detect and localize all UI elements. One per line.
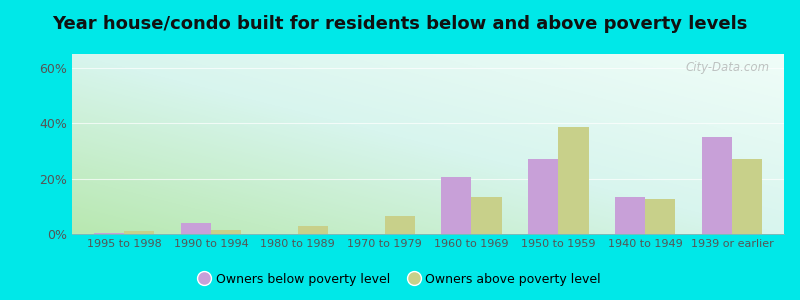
- Bar: [181, 223, 211, 234]
- Text: City-Data.com: City-Data.com: [686, 61, 770, 74]
- Bar: [645, 200, 675, 234]
- Bar: [124, 231, 154, 234]
- Bar: [732, 159, 762, 234]
- Bar: [298, 226, 328, 234]
- Bar: [614, 196, 645, 234]
- Bar: [558, 128, 589, 234]
- Text: Year house/condo built for residents below and above poverty levels: Year house/condo built for residents bel…: [52, 15, 748, 33]
- Bar: [94, 232, 124, 234]
- Bar: [702, 137, 732, 234]
- Legend: Owners below poverty level, Owners above poverty level: Owners below poverty level, Owners above…: [194, 268, 606, 291]
- Bar: [441, 177, 471, 234]
- Bar: [385, 216, 415, 234]
- Bar: [528, 159, 558, 234]
- Bar: [211, 230, 242, 234]
- Bar: [471, 196, 502, 234]
